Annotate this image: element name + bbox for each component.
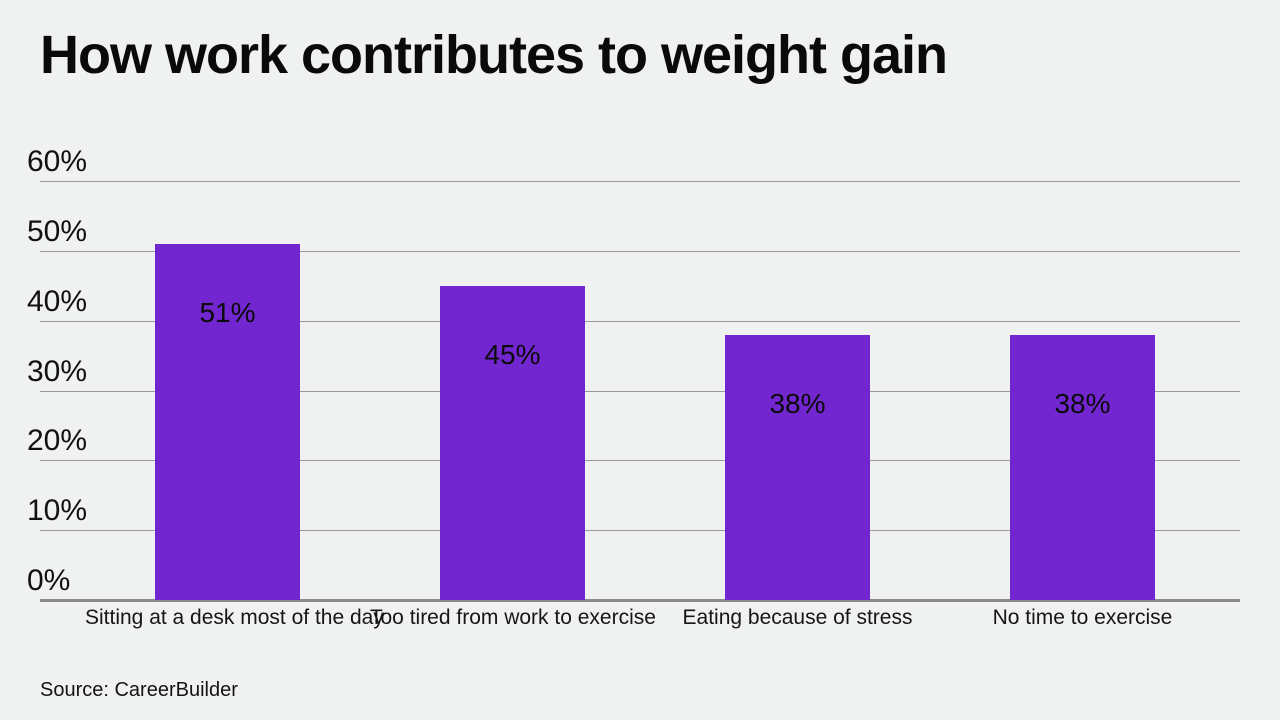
x-axis-baseline (40, 599, 1240, 602)
ytick-label-20: 20% (27, 424, 88, 458)
bar-value-label-1: 51% (199, 296, 256, 328)
gridline-60 (40, 181, 1240, 182)
category-label-1: Sitting at a desk most of the day (85, 606, 384, 629)
bar-value-label-3: 38% (769, 387, 826, 419)
chart-title: How work contributes to weight gain (40, 25, 948, 85)
category-label-2: Too tired from work to exercise (370, 606, 656, 629)
ytick-label-0: 0% (27, 564, 71, 597)
category-label-4: No time to exercise (992, 606, 1173, 629)
bar-3 (725, 334, 870, 600)
bar-value-label-2: 45% (484, 338, 541, 370)
ytick-label-40: 40% (27, 284, 88, 318)
gridline-20 (40, 460, 1240, 462)
ytick-label-50: 50% (27, 214, 88, 248)
gridline-30 (40, 390, 1240, 392)
bar-4 (1010, 334, 1155, 600)
ytick-label-30: 30% (27, 354, 88, 388)
gridline-10 (40, 530, 1240, 532)
source-label: Source: CareerBuilder (40, 679, 238, 701)
bar-1 (155, 243, 300, 600)
category-label-3: Eating because of stress (682, 606, 913, 629)
ytick-label-60: 60% (27, 145, 88, 178)
gridline-40 (40, 320, 1240, 322)
bar-value-label-4: 38% (1054, 387, 1111, 419)
ytick-label-10: 10% (27, 494, 88, 528)
bar-2 (440, 285, 585, 600)
gridline-50 (40, 250, 1240, 252)
